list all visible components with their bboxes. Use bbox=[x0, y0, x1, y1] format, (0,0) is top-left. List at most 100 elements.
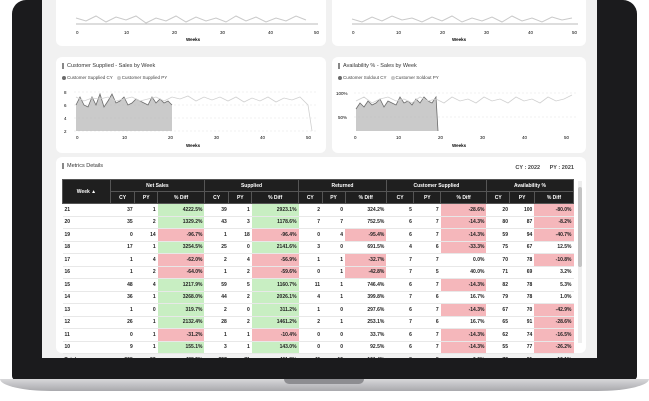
total-row[interactable]: Total30852488.5%35771401.8%4919161.4%880… bbox=[62, 353, 574, 358]
table-row[interactable]: 21 37 1 4222.5% 39 1 2923.1% 2 0 324.2% 5 7 -28.6% 20… bbox=[62, 203, 574, 217]
cy-area bbox=[356, 97, 438, 131]
dashboard-screen: 0 10 20 30 40 50 Weeks 0 10 20 30 40 50 … bbox=[42, 0, 597, 358]
diff-cell: -10.1% bbox=[534, 353, 574, 358]
value-cell: 2 bbox=[298, 316, 323, 329]
value-cell: 79 bbox=[486, 291, 510, 304]
value-cell: 82 bbox=[486, 278, 510, 292]
diff-cell: 1329.2% bbox=[157, 216, 205, 229]
value-cell: 17 bbox=[110, 241, 135, 254]
value-cell: 1 bbox=[322, 266, 346, 279]
diff-cell: -32.7% bbox=[345, 253, 387, 267]
table-row[interactable]: 13 1 0 319.7% 2 0 311.2% 1 0 297.6% 6 7 -14.3% 67 70 -4… bbox=[62, 303, 574, 317]
week-cell: 13 bbox=[62, 303, 111, 317]
py-line bbox=[75, 95, 313, 132]
table-scrollbar[interactable] bbox=[578, 181, 582, 343]
column-header[interactable]: % Diff bbox=[533, 191, 575, 204]
diff-cell: 1178.6% bbox=[251, 216, 299, 229]
table-row[interactable]: 15 48 4 1217.9% 59 5 1160.7% 11 1 746.4% 6 7 -14.3% 8… bbox=[62, 278, 574, 292]
value-cell: 7 bbox=[322, 216, 346, 229]
x-tick: 20 bbox=[168, 135, 174, 140]
table-row[interactable]: 14 36 1 3268.0% 44 2 2026.1% 4 1 399.8% 7 6 16.7% 79 7… bbox=[62, 291, 574, 304]
value-cell: 59 bbox=[486, 228, 510, 242]
value-cell: 28 bbox=[204, 316, 229, 329]
y-tick: 6 bbox=[64, 103, 67, 108]
value-cell: 1 bbox=[204, 228, 229, 242]
value-cell: 1 bbox=[134, 328, 158, 342]
table-row[interactable]: 10 9 1 155.1% 3 1 143.0% 0 0 92.5% 6 7 -14.3% 55 77 -26… bbox=[62, 341, 574, 354]
value-cell: 78 bbox=[509, 291, 535, 304]
value-cell: 4 bbox=[298, 291, 323, 304]
week-column-header[interactable]: Week ▲ bbox=[62, 179, 111, 204]
column-header[interactable]: PY bbox=[321, 191, 346, 204]
value-cell: 6 bbox=[386, 341, 414, 354]
group-header: Availability % bbox=[485, 179, 575, 192]
value-cell: 1 bbox=[110, 253, 135, 267]
value-cell: 55 bbox=[486, 341, 510, 354]
py-line bbox=[355, 94, 573, 104]
column-header[interactable]: PY bbox=[134, 191, 159, 204]
value-cell: 6 bbox=[386, 328, 414, 342]
table-row[interactable]: 18 17 1 3254.5% 25 0 2141.6% 3 0 691.5% 4 6 -33.3% 75… bbox=[62, 241, 574, 254]
diff-cell: 33.7% bbox=[345, 328, 387, 342]
table-row[interactable]: 17 1 4 -62.0% 2 4 -56.9% 1 1 -32.7% 7 7 0.0% 70 78 -10.… bbox=[62, 253, 574, 267]
table-row[interactable]: 12 26 1 2132.4% 28 2 1461.2% 2 1 253.1% 7 6 16.7% 65 9… bbox=[62, 316, 574, 329]
diff-cell: -80.0% bbox=[534, 203, 574, 217]
value-cell: 4 bbox=[134, 278, 158, 292]
cy-line bbox=[355, 95, 439, 132]
column-header[interactable]: % Diff bbox=[440, 191, 487, 204]
value-cell: 4 bbox=[134, 253, 158, 267]
column-header[interactable]: PY bbox=[228, 191, 253, 204]
table-row[interactable]: 11 0 1 -31.2% 1 1 -10.4% 0 0 33.7% 6 7 -14.3% 62 74 -16… bbox=[62, 328, 574, 342]
scroll-thumb[interactable] bbox=[578, 187, 582, 267]
diff-cell: 752.5% bbox=[345, 216, 387, 229]
value-cell: 6 bbox=[386, 216, 414, 229]
value-cell: 7 bbox=[386, 253, 414, 267]
diff-cell: -42.8% bbox=[345, 266, 387, 279]
diff-cell: 40.0% bbox=[440, 266, 487, 279]
column-header[interactable]: CY bbox=[298, 191, 323, 204]
y-tick: 8 bbox=[64, 90, 67, 95]
value-cell: 1 bbox=[322, 291, 346, 304]
table-row[interactable]: 19 0 14 -96.7% 1 18 -96.4% 0 4 -95.4% 6 7 -14.3% 59 94… bbox=[62, 228, 574, 242]
table-row[interactable]: 16 1 2 -64.0% 1 2 -59.6% 0 1 -42.8% 7 5 40.0% 71 69 3.2… bbox=[62, 266, 574, 279]
x-axis-label: Weeks bbox=[186, 37, 201, 42]
legend-dot-icon bbox=[116, 75, 121, 80]
legend-item-py[interactable]: Customer Supplied PY bbox=[116, 75, 167, 80]
column-header[interactable]: % Diff bbox=[157, 191, 205, 204]
diff-cell: -62.0% bbox=[157, 253, 205, 267]
column-header[interactable]: PY bbox=[509, 191, 535, 204]
group-header: Returned bbox=[298, 179, 387, 192]
diff-cell: -42.9% bbox=[534, 303, 574, 317]
diff-cell: -10.8% bbox=[534, 253, 574, 267]
legend-item-cy[interactable]: Customer Supplied CY bbox=[62, 75, 113, 80]
column-header[interactable]: CY bbox=[109, 191, 136, 204]
column-header[interactable]: % Diff bbox=[344, 191, 387, 204]
column-header[interactable]: CY bbox=[203, 191, 230, 204]
x-tick: 0 bbox=[76, 135, 79, 140]
diff-cell: 401.8% bbox=[251, 353, 299, 358]
column-header[interactable]: PY bbox=[413, 191, 442, 204]
diff-cell: -8.2% bbox=[534, 216, 574, 229]
tick-label: 10 bbox=[396, 30, 402, 35]
table-row[interactable]: 20 35 2 1329.2% 43 3 1178.6% 7 7 752.5% 6 7 -14.3% 80… bbox=[62, 216, 574, 229]
diff-cell: 3254.5% bbox=[157, 241, 205, 254]
group-header: Customer Supplied bbox=[385, 179, 487, 192]
value-cell: 19 bbox=[322, 353, 346, 358]
x-axis-label: Weeks bbox=[452, 37, 467, 42]
diff-cell: 0.0% bbox=[440, 353, 487, 358]
column-header[interactable]: % Diff bbox=[251, 191, 300, 204]
week-cell: 12 bbox=[62, 316, 111, 329]
value-cell: 18 bbox=[228, 228, 252, 242]
value-cell: 11 bbox=[298, 278, 323, 292]
tick-label: 50 bbox=[572, 30, 578, 35]
diff-cell: -14.3% bbox=[440, 216, 487, 229]
column-header[interactable]: CY bbox=[385, 191, 415, 204]
legend-item-py[interactable]: Customer Soldout PY bbox=[390, 75, 439, 80]
tick-label: 40 bbox=[268, 30, 274, 35]
diff-cell: 161.4% bbox=[345, 353, 387, 358]
legend-item-cy[interactable]: Customer Soldout CY bbox=[338, 75, 387, 80]
legend-label: Customer Soldout PY bbox=[395, 75, 439, 80]
x-tick: 50 bbox=[564, 135, 570, 140]
column-header[interactable]: CY bbox=[485, 191, 511, 204]
value-cell: 7 bbox=[386, 266, 414, 279]
